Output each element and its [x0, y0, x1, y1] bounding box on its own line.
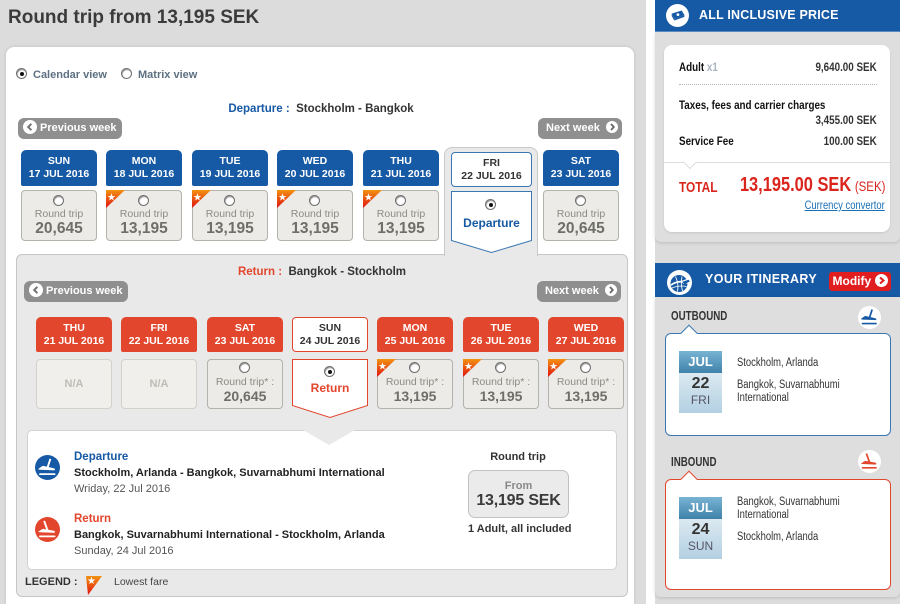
svg-text:★: ★: [87, 576, 96, 587]
svg-text:★: ★: [364, 193, 373, 204]
svg-text:★: ★: [278, 193, 287, 204]
svg-text:★: ★: [549, 362, 558, 373]
svg-text:★: ★: [107, 193, 116, 204]
svg-text:★: ★: [464, 362, 473, 373]
svg-text:★: ★: [193, 193, 202, 204]
svg-text:★: ★: [378, 362, 387, 373]
